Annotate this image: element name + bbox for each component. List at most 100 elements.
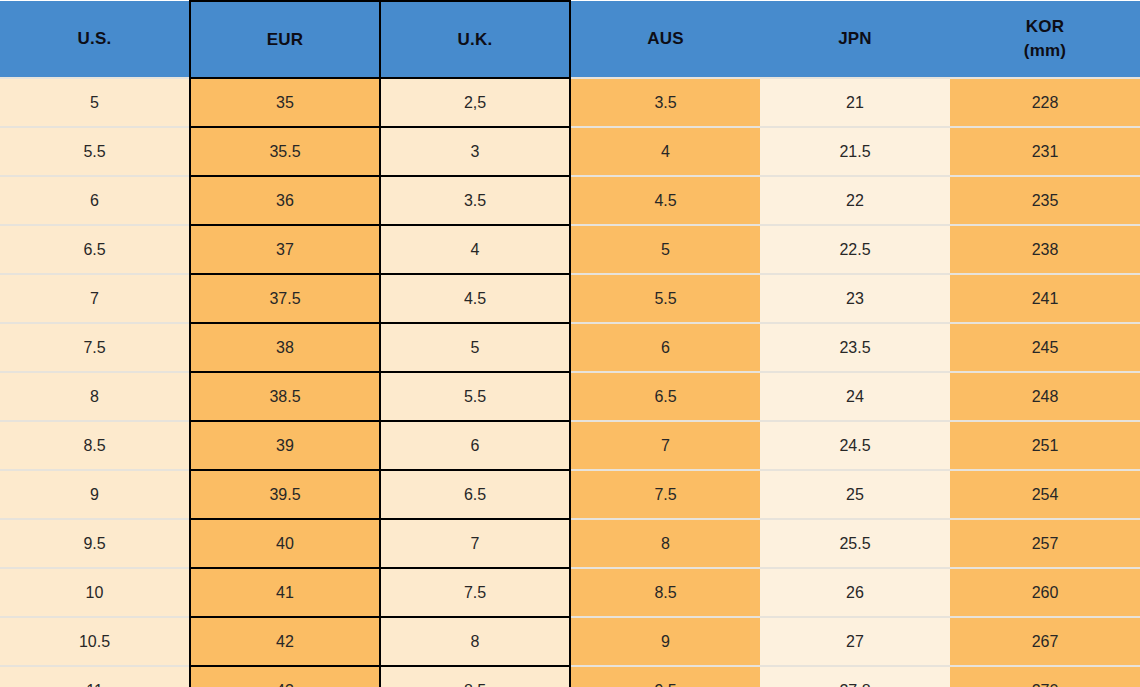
cell-kor: 248 — [950, 372, 1140, 421]
cell-aus: 4 — [570, 127, 760, 176]
cell-jpn: 21.5 — [760, 127, 950, 176]
cell-uk: 4.5 — [380, 274, 570, 323]
cell-aus: 7.5 — [570, 470, 760, 519]
table-header-row: U.S. EUR U.K. AUS JPN KOR (mm) — [0, 1, 1140, 78]
header-kor-unit: (mm) — [950, 39, 1140, 63]
header-aus: AUS — [570, 1, 760, 78]
cell-uk: 6 — [380, 421, 570, 470]
cell-us: 7.5 — [0, 323, 190, 372]
cell-kor: 241 — [950, 274, 1140, 323]
cell-aus: 4.5 — [570, 176, 760, 225]
header-kor-label: KOR — [950, 15, 1140, 39]
size-conversion-table-wrap: U.S. EUR U.K. AUS JPN KOR (mm) — [0, 0, 1140, 687]
cell-eur: 43 — [190, 666, 380, 687]
header-eur-label: EUR — [191, 28, 379, 52]
cell-jpn: 25 — [760, 470, 950, 519]
cell-eur: 42 — [190, 617, 380, 666]
header-jpn: JPN — [760, 1, 950, 78]
cell-jpn: 27 — [760, 617, 950, 666]
cell-jpn: 24 — [760, 372, 950, 421]
cell-jpn: 27.8 — [760, 666, 950, 687]
cell-aus: 7 — [570, 421, 760, 470]
cell-kor: 238 — [950, 225, 1140, 274]
cell-uk: 5.5 — [380, 372, 570, 421]
table-row: 6 36 3.5 4.5 22 235 — [0, 176, 1140, 225]
cell-eur: 37.5 — [190, 274, 380, 323]
cell-us: 7 — [0, 274, 190, 323]
header-jpn-label: JPN — [760, 27, 950, 51]
cell-eur: 40 — [190, 519, 380, 568]
cell-eur: 37 — [190, 225, 380, 274]
cell-uk: 3 — [380, 127, 570, 176]
cell-aus: 6 — [570, 323, 760, 372]
table-row: 10.5 42 8 9 27 267 — [0, 617, 1140, 666]
cell-jpn: 22.5 — [760, 225, 950, 274]
cell-us: 8 — [0, 372, 190, 421]
cell-uk: 8.5 — [380, 666, 570, 687]
cell-eur: 39.5 — [190, 470, 380, 519]
cell-jpn: 26 — [760, 568, 950, 617]
table-row: 7 37.5 4.5 5.5 23 241 — [0, 274, 1140, 323]
cell-uk: 3.5 — [380, 176, 570, 225]
cell-us: 11 — [0, 666, 190, 687]
cell-aus: 8.5 — [570, 568, 760, 617]
cell-kor: 254 — [950, 470, 1140, 519]
header-us: U.S. — [0, 1, 190, 78]
cell-us: 9.5 — [0, 519, 190, 568]
cell-aus: 9 — [570, 617, 760, 666]
cell-eur: 38.5 — [190, 372, 380, 421]
cell-eur: 35.5 — [190, 127, 380, 176]
header-aus-label: AUS — [571, 27, 760, 51]
cell-aus: 5.5 — [570, 274, 760, 323]
cell-uk: 7.5 — [380, 568, 570, 617]
cell-jpn: 25.5 — [760, 519, 950, 568]
table-row: 5 35 2,5 3.5 21 228 — [0, 78, 1140, 127]
cell-us: 10 — [0, 568, 190, 617]
cell-uk: 4 — [380, 225, 570, 274]
cell-kor: 267 — [950, 617, 1140, 666]
table-row: 8.5 39 6 7 24.5 251 — [0, 421, 1140, 470]
cell-aus: 3.5 — [570, 78, 760, 127]
table-row: 10 41 7.5 8.5 26 260 — [0, 568, 1140, 617]
cell-jpn: 22 — [760, 176, 950, 225]
cell-jpn: 23 — [760, 274, 950, 323]
cell-eur: 41 — [190, 568, 380, 617]
cell-eur: 35 — [190, 78, 380, 127]
cell-us: 9 — [0, 470, 190, 519]
cell-jpn: 24.5 — [760, 421, 950, 470]
cell-us: 8.5 — [0, 421, 190, 470]
cell-uk: 6.5 — [380, 470, 570, 519]
cell-kor: 251 — [950, 421, 1140, 470]
cell-us: 6 — [0, 176, 190, 225]
cell-uk: 2,5 — [380, 78, 570, 127]
cell-kor: 235 — [950, 176, 1140, 225]
cell-uk: 8 — [380, 617, 570, 666]
cell-aus: 5 — [570, 225, 760, 274]
cell-kor: 228 — [950, 78, 1140, 127]
cell-kor: 231 — [950, 127, 1140, 176]
cell-kor: 245 — [950, 323, 1140, 372]
cell-uk: 5 — [380, 323, 570, 372]
cell-aus: 9.5 — [570, 666, 760, 687]
cell-aus: 6.5 — [570, 372, 760, 421]
table-row: 9 39.5 6.5 7.5 25 254 — [0, 470, 1140, 519]
header-us-label: U.S. — [0, 27, 189, 51]
cell-us: 6.5 — [0, 225, 190, 274]
header-uk-label: U.K. — [381, 28, 569, 52]
cell-kor: 260 — [950, 568, 1140, 617]
cell-jpn: 23.5 — [760, 323, 950, 372]
cell-aus: 8 — [570, 519, 760, 568]
cell-eur: 38 — [190, 323, 380, 372]
cell-kor: 257 — [950, 519, 1140, 568]
cell-eur: 39 — [190, 421, 380, 470]
table-row: 11 43 8.5 9.5 27.8 270 — [0, 666, 1140, 687]
shoe-size-conversion-table: U.S. EUR U.K. AUS JPN KOR (mm) — [0, 0, 1140, 687]
table-row: 6.5 37 4 5 22.5 238 — [0, 225, 1140, 274]
table-row: 9.5 40 7 8 25.5 257 — [0, 519, 1140, 568]
cell-us: 5.5 — [0, 127, 190, 176]
cell-us: 5 — [0, 78, 190, 127]
header-uk: U.K. — [380, 1, 570, 78]
header-eur: EUR — [190, 1, 380, 78]
cell-kor: 270 — [950, 666, 1140, 687]
cell-us: 10.5 — [0, 617, 190, 666]
